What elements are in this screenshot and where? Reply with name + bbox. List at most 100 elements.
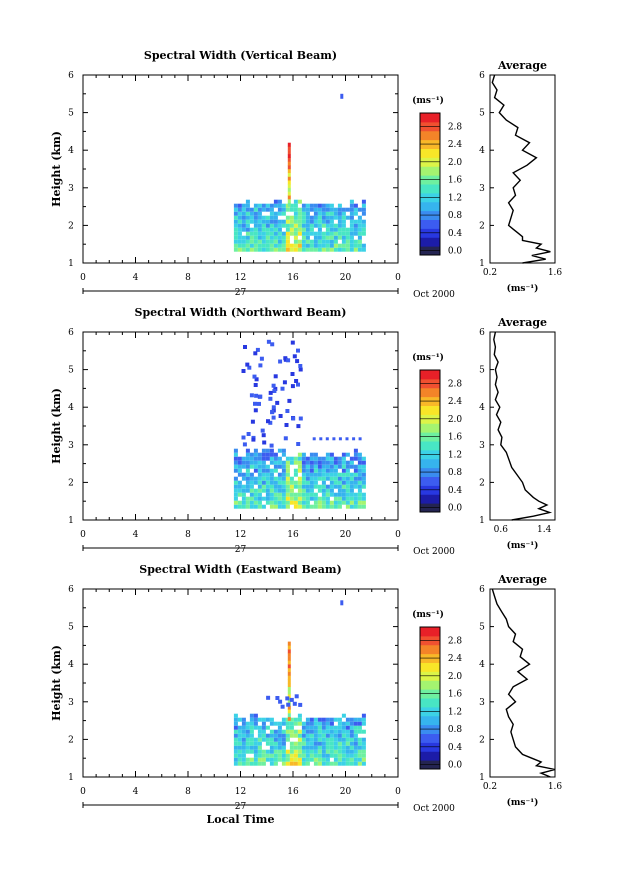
heatmap-cell [285,476,290,481]
heatmap-cell [245,476,250,481]
panel-title: Spectral Width (Northward Beam) [135,306,347,319]
heatmap-cell [273,231,278,236]
heatmap-cell [321,468,326,473]
heatmap-cell [297,215,302,220]
heatmap-cell [305,231,310,236]
heatmap-cell [329,468,334,473]
heatmap-cell [317,227,322,232]
heatmap-cell [287,398,292,403]
heatmap-cell [281,753,286,758]
heatmap-cell [333,207,338,212]
heatmap-cell [313,504,318,509]
colorbar-tick-label: 2.4 [448,654,463,664]
colorbar-tick-label: 2.4 [448,397,463,407]
heatmap-cell [241,456,246,461]
heatmap-cell [289,227,294,232]
heatmap-cell [246,432,251,436]
colorbar-segment [420,733,440,743]
heatmap-cell [321,733,326,738]
heatmap-cell [253,219,258,224]
heatmap-cell [297,199,302,204]
heatmap-cell [301,247,306,252]
heatmap-cell [253,749,258,754]
heatmap-cell [293,468,298,473]
heatmap [233,339,366,509]
heatmap-cell [253,496,258,501]
heatmap-cell [317,500,322,505]
heatmap-cell [309,219,314,224]
heatmap-cell [341,500,346,505]
heatmap-cell [237,717,242,722]
heatmap-cell [321,737,326,742]
heatmap-cell [345,761,350,766]
heatmap-cell [261,476,266,481]
heatmap-cell [297,713,302,718]
heatmap-cell [297,504,302,509]
heatmap-cell [298,416,303,421]
heatmap-cell [281,721,286,726]
heatmap-cell [357,480,362,485]
heatmap-cell [245,211,250,216]
heatmap-cell [329,753,334,758]
heatmap-cell [243,345,247,349]
heatmap-cell [337,725,342,730]
heatmap-cell [305,464,310,469]
heatmap-cell [287,157,291,162]
heatmap-cell [253,223,258,228]
heatmap-cell [249,488,254,493]
heatmap-cell [349,456,354,461]
heatmap-cell [287,690,291,695]
heatmap-cell [245,227,250,232]
heatmap-cell [357,749,362,754]
heatmap-cell [241,223,246,228]
heatmap-cell [297,745,302,750]
heatmap-cell [297,456,302,461]
heatmap-cell [313,749,318,754]
heatmap-cell [289,725,294,730]
heatmap-cell [253,504,258,509]
colorbar-segment [420,237,440,247]
heatmap-cell [237,464,242,469]
heatmap-cell [313,496,318,501]
heatmap-cell [349,223,354,228]
heatmap-cell [241,369,246,373]
heatmap-cell [253,717,258,722]
heatmap-cell [269,219,274,224]
heatmap-cell [281,476,286,481]
heatmap-cell [337,480,342,485]
heatmap-cell [269,757,274,762]
heatmap-cell [265,484,270,489]
heatmap-cell [245,203,250,208]
heatmap-cell [313,729,318,734]
heatmap-cell [269,504,274,509]
heatmap-cell [273,721,278,726]
heatmap-cell [233,749,238,754]
heatmap-cell [313,460,318,465]
heatmap-cell [340,600,344,606]
heatmap-cell [345,231,350,236]
heatmap-cell [273,468,278,473]
heatmap-cell [361,729,366,734]
heatmap-cell [361,504,366,509]
heatmap-cell [261,488,266,493]
heatmap-cell [278,699,283,704]
heatmap-cell [287,660,291,665]
heatmap-cell [269,721,274,726]
heatmap-cell [281,219,286,224]
heatmap-cell [340,93,344,99]
heatmap-cell [341,484,346,489]
colorbar-segment [420,680,440,690]
heatmap-cell [278,359,283,364]
heatmap-cell [345,741,350,746]
average-y-tick-label: 1 [479,259,485,269]
heatmap-cell [281,729,286,734]
heatmap-cell [361,745,366,750]
heatmap-cell [237,757,242,762]
heatmap-cell [297,733,302,738]
heatmap-cell [301,223,306,228]
heatmap-cell [253,480,258,485]
heatmap-cell [301,492,306,497]
heatmap-cell [301,500,306,505]
heatmap-cell [297,737,302,742]
heatmap-cell [253,761,258,766]
